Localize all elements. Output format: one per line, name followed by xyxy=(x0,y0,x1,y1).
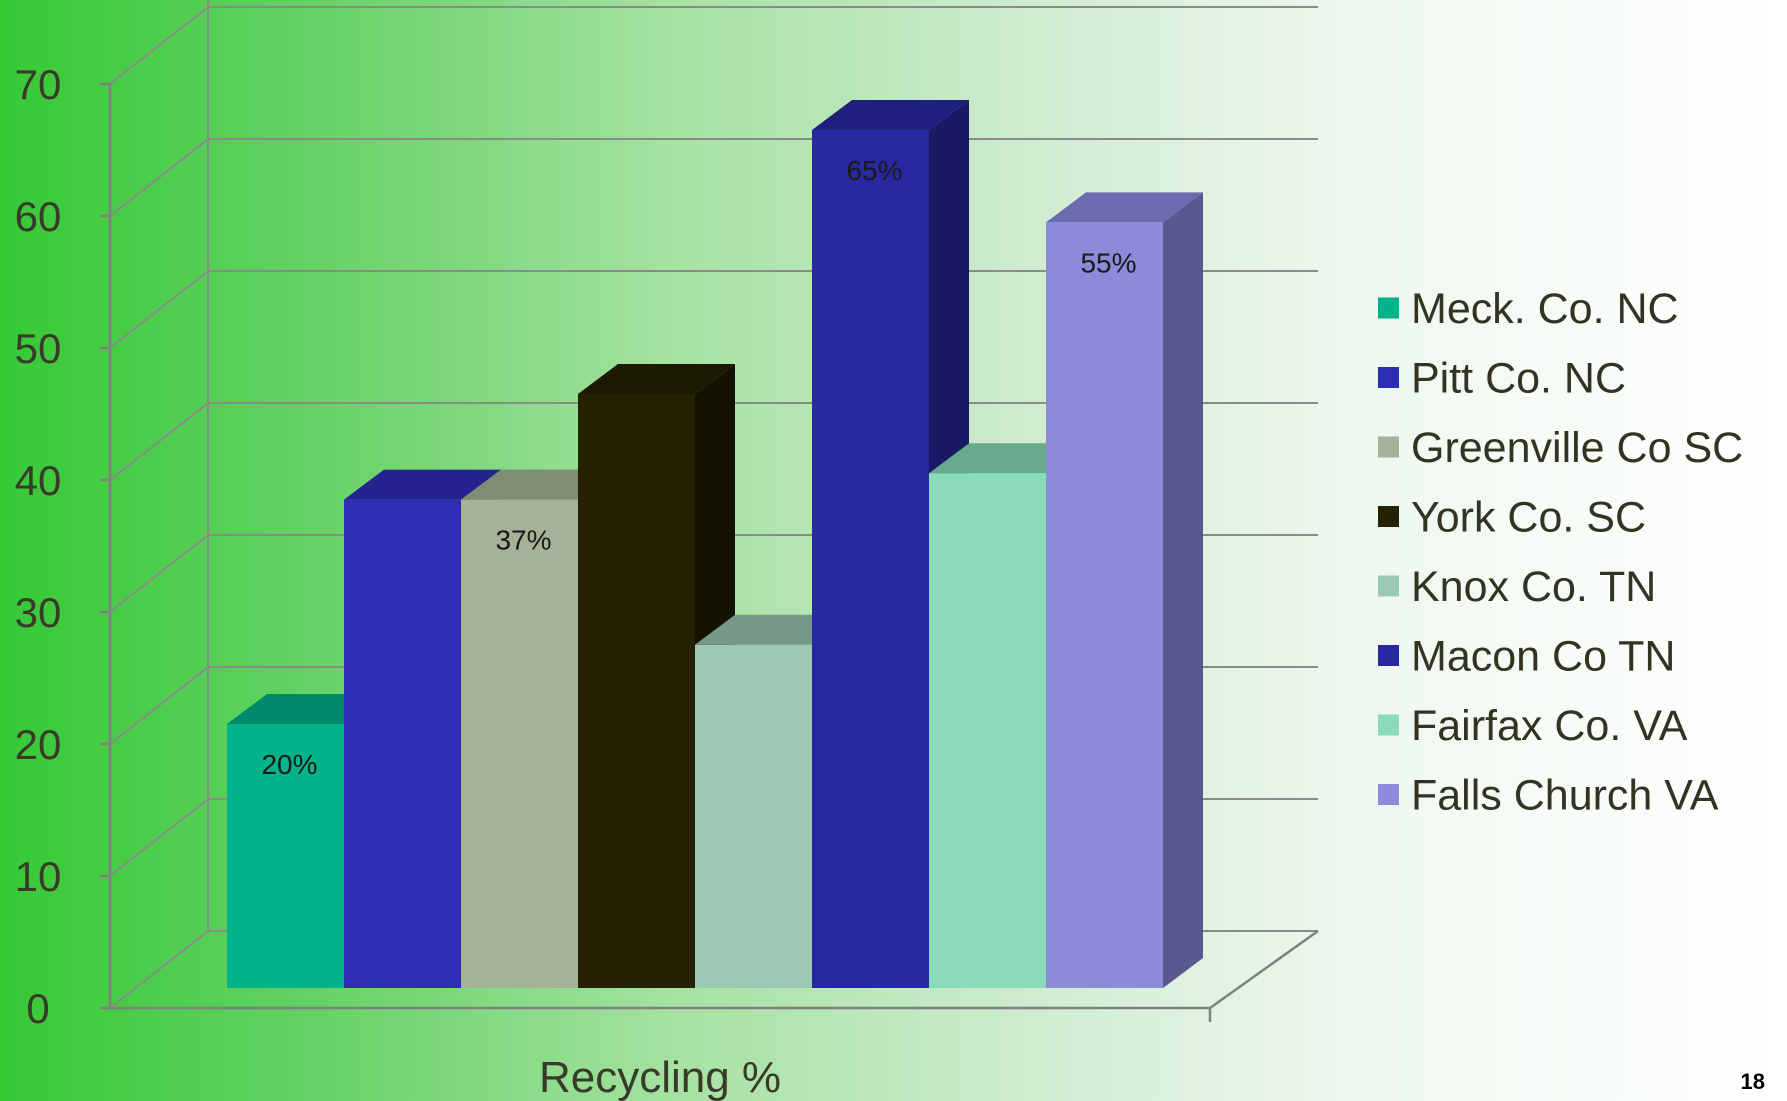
legend-item: Greenville Co SC xyxy=(1378,424,1743,472)
data-labels: 20% 37% 65% 55% xyxy=(261,155,1136,780)
gridline-diagonal xyxy=(109,534,209,613)
floor-right-edge xyxy=(1209,929,1319,1010)
bar-top xyxy=(578,364,735,394)
y-tick-label: 0 xyxy=(26,985,49,1032)
gridline-diagonal xyxy=(109,270,209,349)
bar-front xyxy=(227,724,344,988)
y-tick-label: 50 xyxy=(15,325,62,372)
bar-front xyxy=(344,499,461,988)
legend-label: Macon Co TN xyxy=(1411,633,1675,681)
bar-front xyxy=(695,644,812,988)
legend-item: Meck. Co. NC xyxy=(1378,285,1679,333)
axes: 0 10 20 30 40 50 60 70 xyxy=(15,61,1319,1032)
legend-item: Pitt Co. NC xyxy=(1378,355,1626,403)
legend-label: Pitt Co. NC xyxy=(1411,355,1626,403)
y-tick-label: 40 xyxy=(15,457,62,504)
y-tick-label: 30 xyxy=(15,589,62,636)
legend-item: York Co. SC xyxy=(1378,494,1646,542)
gridline-diagonal xyxy=(109,138,209,217)
bar-top xyxy=(812,100,969,130)
page-number: 18 xyxy=(1740,1069,1765,1094)
legend-swatch xyxy=(1378,714,1399,736)
data-label: 37% xyxy=(495,525,551,556)
bar-top xyxy=(1046,192,1203,223)
legend-label: York Co. SC xyxy=(1411,494,1646,542)
gridline-diagonal xyxy=(109,402,209,481)
legend-label: Falls Church VA xyxy=(1411,772,1719,820)
legend-item: Falls Church VA xyxy=(1378,772,1719,820)
data-label: 55% xyxy=(1080,247,1136,278)
legend-swatch xyxy=(1378,784,1399,805)
legend: Meck. Co. NC Pitt Co. NC Greenville Co SC Y… xyxy=(1378,285,1743,820)
legend-item: Knox Co. TN xyxy=(1378,563,1656,611)
legend-label: Meck. Co. NC xyxy=(1411,285,1679,333)
legend-swatch xyxy=(1378,506,1399,527)
y-tick-label: 20 xyxy=(15,721,62,768)
legend-item: Fairfax Co. VA xyxy=(1378,702,1688,750)
data-label: 20% xyxy=(261,749,317,780)
legend-swatch xyxy=(1378,645,1399,666)
legend-label: Knox Co. TN xyxy=(1411,563,1656,611)
bars xyxy=(227,100,1203,989)
bar xyxy=(1046,192,1203,988)
legend-swatch xyxy=(1378,436,1399,458)
y-tick-label: 70 xyxy=(15,61,62,108)
bar-front xyxy=(1046,222,1163,988)
gridline-diagonal xyxy=(109,798,209,877)
legend-label: Fairfax Co. VA xyxy=(1411,702,1688,750)
bar-front xyxy=(461,499,578,988)
gridline-diagonal xyxy=(109,6,209,85)
legend-swatch xyxy=(1378,367,1399,388)
legend-swatch xyxy=(1378,297,1399,319)
data-label: 65% xyxy=(846,155,902,186)
bar-top xyxy=(344,469,501,500)
legend-swatch xyxy=(1378,575,1399,597)
legend-item: Macon Co TN xyxy=(1378,633,1675,681)
bar-front xyxy=(812,130,929,988)
bar-front xyxy=(578,394,695,988)
y-tick-label: 60 xyxy=(15,193,62,240)
gridline-diagonal xyxy=(109,930,209,1009)
gridline-diagonal xyxy=(109,666,209,745)
x-axis-title: Recycling % xyxy=(539,1053,781,1101)
bar-side xyxy=(1163,192,1203,988)
legend-label: Greenville Co SC xyxy=(1411,424,1743,472)
bar-front xyxy=(929,473,1046,988)
y-tick-label: 10 xyxy=(15,853,62,900)
